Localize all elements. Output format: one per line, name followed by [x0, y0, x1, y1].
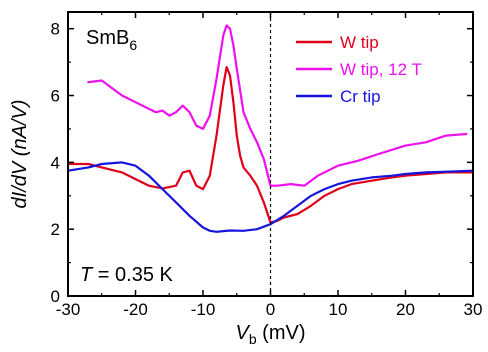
series-line-1 [66, 65, 475, 224]
series-layer [66, 24, 475, 233]
y-tick-label: 8 [51, 20, 60, 39]
y-tick-label: 2 [51, 220, 60, 239]
temperature-value: = 0.35 K [92, 264, 173, 286]
x-tick-label: 10 [329, 300, 348, 319]
material-name: SmB [86, 27, 129, 49]
temperature-symbol: T [80, 264, 94, 286]
x-tick-label: -10 [191, 300, 216, 319]
temperature-annotation: T = 0.35 K [80, 264, 173, 286]
material-annotation: SmB6 [86, 27, 137, 53]
x-axis-label-var: V [235, 322, 250, 344]
legend-label: W tip, 12 T [340, 60, 422, 79]
series-line-2 [87, 24, 468, 187]
legend: W tip W tip, 12 T Cr tip [296, 33, 422, 106]
x-tick-label: -20 [123, 300, 148, 319]
series-line-3 [66, 161, 475, 233]
y-tick-label: 0 [51, 287, 60, 306]
y-tick-label: 6 [51, 87, 60, 106]
legend-label: W tip [340, 33, 379, 52]
x-axis-label: Vb (mV) [235, 322, 305, 347]
x-tick-label: 20 [396, 300, 415, 319]
material-subscript: 6 [129, 37, 137, 53]
y-tick-label: 4 [51, 153, 60, 172]
x-axis-label-unit: (mV) [257, 322, 306, 344]
x-axis-label-sub: b [249, 331, 257, 347]
x-tick-label: -30 [56, 300, 81, 319]
y-axis-label: dI/dV (nA/V) [9, 100, 31, 209]
x-tick-label: 30 [464, 300, 483, 319]
legend-label: Cr tip [340, 87, 381, 106]
x-tick-label: 0 [266, 300, 275, 319]
ticks-layer: -30 -20 -10 0 10 20 30 0 2 4 6 8 [51, 12, 483, 319]
